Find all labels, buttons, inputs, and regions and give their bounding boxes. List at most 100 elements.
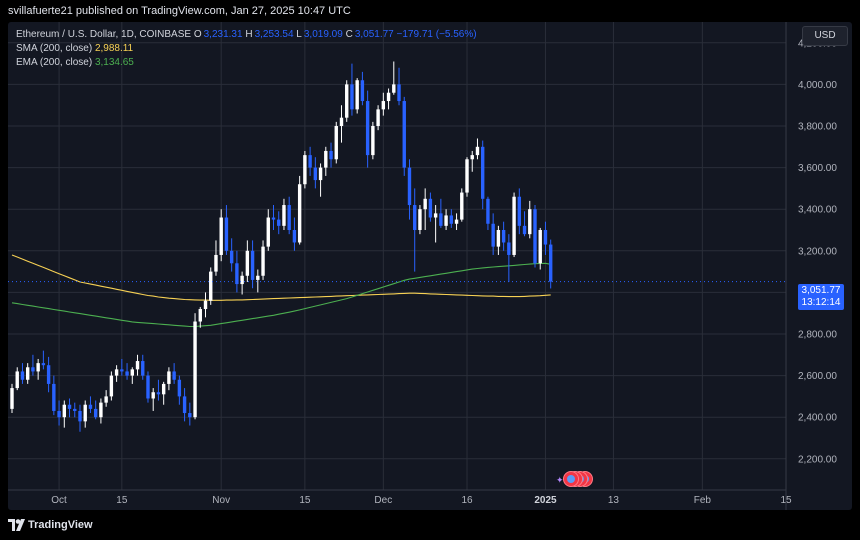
candle-body — [156, 392, 161, 395]
y-tick-label: 2,600.00 — [798, 371, 837, 382]
low-value: 3,019.09 — [303, 29, 343, 40]
publisher-text: svillafuerte21 published on TradingView.… — [8, 5, 351, 17]
sma-row[interactable]: SMA (200, close) 2,988.11 — [16, 42, 477, 56]
high-label: H — [245, 29, 253, 40]
candle-body — [392, 84, 396, 93]
candle-body — [256, 275, 260, 280]
last-price-value: 3,051.77 — [801, 285, 841, 296]
candle — [470, 150, 474, 172]
candle-body — [282, 205, 286, 226]
candle-body — [99, 402, 103, 418]
candle — [120, 358, 124, 376]
candle — [271, 205, 276, 230]
candle-body — [292, 230, 297, 243]
candle — [465, 157, 469, 197]
candle-body — [146, 375, 150, 399]
candle — [88, 396, 93, 414]
candle-body — [271, 217, 276, 220]
candle — [397, 67, 401, 106]
candle-body — [188, 413, 192, 418]
candle — [36, 358, 40, 380]
candle — [287, 196, 291, 235]
candle-body — [465, 159, 469, 193]
candle — [256, 269, 260, 293]
candle — [365, 90, 370, 168]
candle-body — [172, 371, 176, 380]
candle-body — [402, 101, 406, 168]
price-chart[interactable]: 2,200.002,400.002,600.002,800.003,000.00… — [8, 22, 852, 510]
candle — [130, 367, 134, 384]
candle-body — [449, 215, 454, 224]
candle — [219, 209, 223, 262]
x-tick-label: 13 — [608, 495, 620, 506]
chart-pane[interactable]: 2,200.002,400.002,600.002,800.003,000.00… — [8, 22, 852, 510]
candle — [146, 371, 150, 403]
candle-body — [454, 219, 459, 224]
candle — [292, 217, 297, 251]
candle-body — [250, 250, 255, 280]
candle-body — [141, 361, 145, 376]
sma-label: SMA (200, close) — [16, 43, 93, 54]
candle-body — [31, 367, 35, 372]
candle-body — [297, 184, 302, 243]
candle — [350, 63, 354, 116]
candle — [376, 105, 380, 131]
x-tick-label: 15 — [299, 495, 311, 506]
publisher-bar: svillafuerte21 published on TradingView.… — [0, 0, 860, 22]
candle — [517, 188, 522, 235]
candle — [125, 363, 129, 380]
candle-body — [15, 371, 19, 389]
candle — [73, 402, 77, 418]
candle — [454, 213, 459, 230]
candle — [203, 292, 208, 318]
candle-body — [219, 217, 223, 255]
candle-body — [543, 230, 548, 245]
candle — [528, 200, 532, 239]
candle-body — [25, 367, 30, 380]
candle-body — [303, 155, 307, 185]
candle — [475, 138, 480, 160]
currency-button[interactable]: USD — [802, 26, 848, 46]
candle-body — [475, 146, 480, 156]
candle — [381, 92, 386, 116]
ema-row[interactable]: EMA (200, close) 3,134.65 — [16, 56, 477, 70]
candle — [428, 192, 433, 222]
candle — [156, 379, 161, 401]
candle-body — [114, 369, 119, 376]
candle-body — [345, 84, 349, 118]
candle — [538, 227, 542, 270]
candle — [10, 383, 14, 414]
candle-body — [512, 196, 516, 255]
candle — [83, 400, 87, 428]
candle-body — [428, 198, 433, 218]
bar-countdown: 13:12:14 — [801, 297, 841, 308]
candle-body — [125, 371, 129, 376]
candle — [345, 80, 349, 122]
candle-body — [329, 150, 333, 160]
y-tick-label: 2,400.00 — [798, 413, 837, 424]
candle-body — [266, 217, 270, 247]
candle-body — [78, 410, 82, 422]
star-icon[interactable]: ✦ — [556, 475, 564, 485]
candle — [324, 146, 328, 176]
candle-body — [73, 408, 77, 411]
economic-events-marker[interactable] — [563, 471, 599, 487]
candle — [507, 234, 511, 282]
candle-body — [130, 369, 134, 376]
candle — [240, 271, 244, 295]
candle — [25, 363, 30, 384]
candle-body — [538, 230, 542, 264]
candle — [512, 192, 516, 258]
candle — [496, 225, 501, 255]
candle — [261, 240, 265, 280]
candle — [93, 400, 98, 420]
candle — [224, 205, 229, 255]
low-label: L — [296, 29, 302, 40]
x-tick-label: 15 — [116, 495, 128, 506]
candle-body — [548, 244, 553, 282]
open-value: 3,231.31 — [203, 29, 243, 40]
ema-label: EMA (200, close) — [16, 57, 93, 68]
candle — [449, 209, 454, 228]
candle-body — [439, 213, 443, 226]
